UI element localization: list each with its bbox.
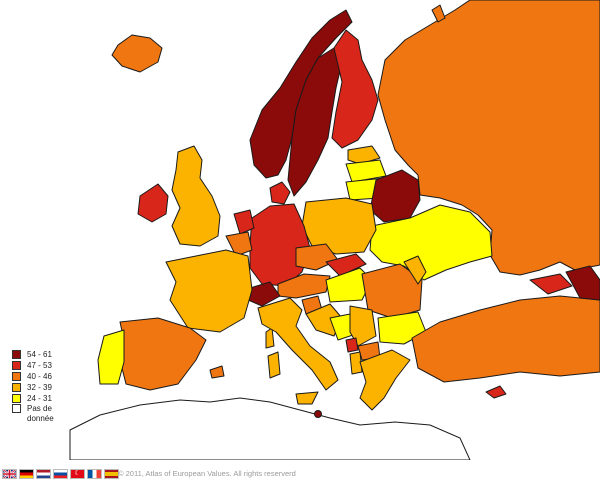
country-finland[interactable]: [331, 29, 379, 149]
legend-label: 40 - 46: [27, 371, 52, 381]
legend-item: 24 - 31: [12, 393, 96, 404]
country-slovakia[interactable]: [325, 253, 367, 277]
spanish-flag-icon[interactable]: [104, 469, 119, 479]
country-portugal[interactable]: [97, 329, 125, 385]
island-balearic[interactable]: [209, 365, 225, 379]
country-corsica[interactable]: [265, 327, 275, 349]
copyright-text: © 2011, Atlas of European Values. All ri…: [118, 469, 296, 478]
legend-swatch: [12, 350, 21, 359]
legend-label: 32 - 39: [27, 382, 52, 392]
country-netherlands[interactable]: [233, 209, 255, 235]
country-germany[interactable]: [249, 203, 311, 287]
country-russia[interactable]: [377, 0, 600, 276]
legend-swatch: [12, 372, 21, 381]
country-sweden[interactable]: [287, 47, 343, 197]
legend-label: Pas de donnée: [27, 404, 54, 423]
german-flag-icon[interactable]: [19, 469, 34, 479]
legend-label: 54 - 61: [27, 349, 52, 359]
country-italy[interactable]: [257, 297, 339, 391]
legend-item: 47 - 53: [12, 360, 96, 371]
french-flag-icon[interactable]: [87, 469, 102, 479]
country-sardinia[interactable]: [267, 351, 281, 379]
europe-map: [69, 0, 600, 460]
turkish-flag-icon[interactable]: ☾: [70, 469, 85, 479]
country-montenegro[interactable]: [345, 337, 359, 353]
country-greece[interactable]: [359, 349, 411, 411]
legend-item: 32 - 39: [12, 382, 96, 393]
legend-swatch: [12, 404, 21, 413]
legend-swatch: [12, 383, 21, 392]
dutch-flag-icon[interactable]: [36, 469, 51, 479]
country-cyprus[interactable]: [485, 385, 507, 399]
legend-item: Pas de donnée: [12, 404, 96, 424]
legend-item: 40 - 46: [12, 371, 96, 382]
english-flag-icon[interactable]: [2, 469, 17, 479]
country-albania[interactable]: [349, 351, 363, 375]
country-sicily[interactable]: [295, 391, 319, 405]
country-serbia[interactable]: [349, 305, 377, 347]
country-georgia[interactable]: [529, 273, 573, 295]
country-belgium[interactable]: [225, 231, 253, 257]
legend-swatch: [12, 361, 21, 370]
country-united-kingdom[interactable]: [171, 145, 221, 247]
slovak-flag-icon[interactable]: [53, 469, 68, 479]
country-denmark[interactable]: [269, 181, 291, 205]
country-ukraine[interactable]: [369, 204, 493, 281]
legend-item: 54 - 61: [12, 349, 96, 360]
country-france[interactable]: [165, 249, 253, 333]
language-flags: ☾: [2, 469, 119, 479]
legend: 54 - 61 47 - 53 40 - 46 32 - 39 24 - 31 …: [12, 349, 96, 424]
footer: ☾ © 2011, Atlas of European Values. All …: [0, 462, 600, 482]
island-novaya-zemlya[interactable]: [431, 4, 446, 23]
legend-label: 24 - 31: [27, 393, 52, 403]
country-ireland[interactable]: [137, 183, 169, 223]
country-moldova[interactable]: [403, 255, 427, 285]
legend-swatch: [12, 394, 21, 403]
country-malta[interactable]: [314, 410, 322, 418]
country-armenia[interactable]: [565, 265, 600, 301]
country-iceland[interactable]: [111, 34, 163, 73]
country-turkey[interactable]: [411, 295, 600, 383]
legend-label: 47 - 53: [27, 360, 52, 370]
